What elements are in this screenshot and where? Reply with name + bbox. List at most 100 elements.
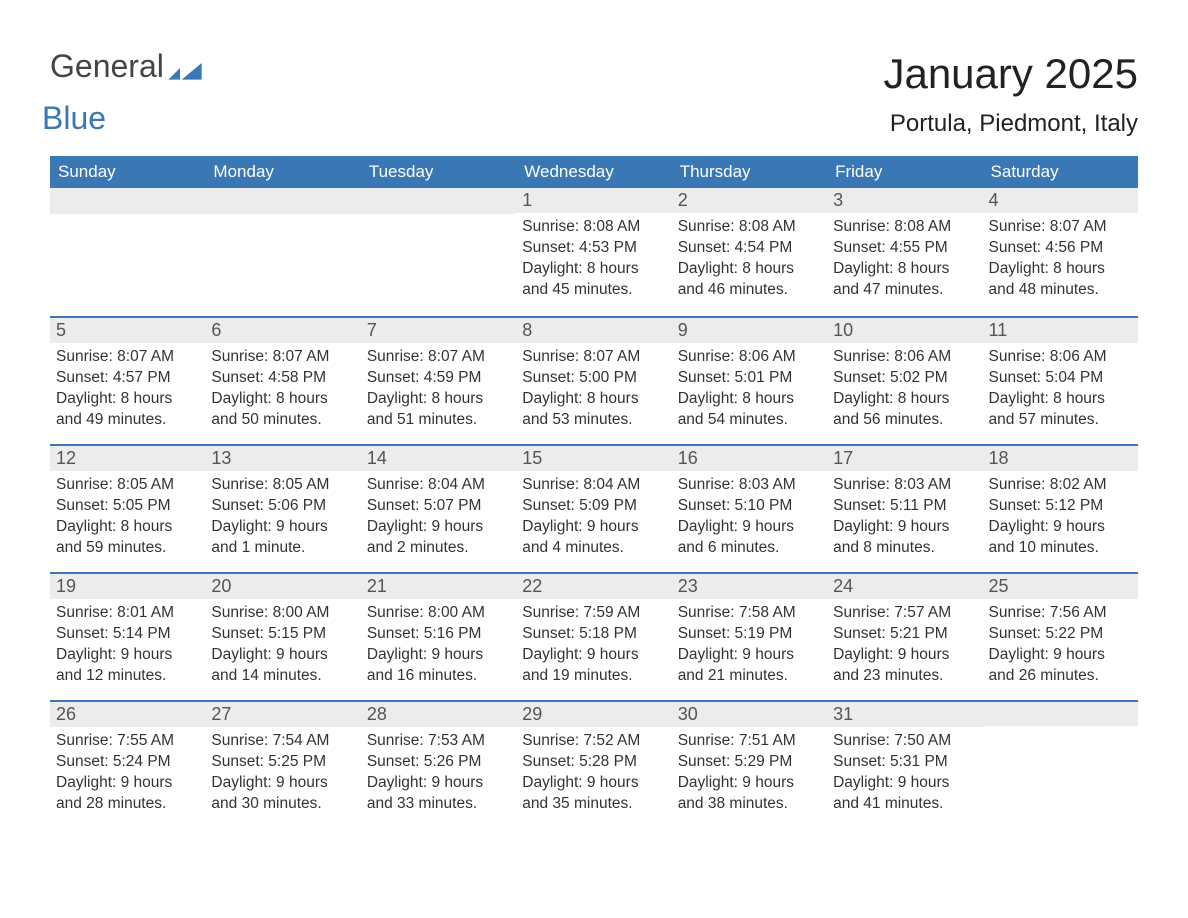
daylight-line2: and 26 minutes.: [989, 666, 1132, 687]
day-number: 1: [516, 188, 671, 213]
month-title: January 2025: [883, 50, 1138, 98]
sunrise-text: Sunrise: 7:52 AM: [522, 731, 665, 752]
sunrise-text: Sunrise: 8:06 AM: [989, 347, 1132, 368]
calendar-empty-cell: [361, 188, 516, 316]
daylight-line2: and 50 minutes.: [211, 410, 354, 431]
sunrise-text: Sunrise: 7:57 AM: [833, 603, 976, 624]
calendar-day-cell: 14Sunrise: 8:04 AMSunset: 5:07 PMDayligh…: [361, 444, 516, 572]
sunset-text: Sunset: 5:29 PM: [678, 752, 821, 773]
sunrise-text: Sunrise: 7:59 AM: [522, 603, 665, 624]
sunrise-text: Sunrise: 8:04 AM: [367, 475, 510, 496]
sunset-text: Sunset: 4:53 PM: [522, 238, 665, 259]
day-number: 27: [205, 700, 360, 727]
sunset-text: Sunset: 5:15 PM: [211, 624, 354, 645]
daylight-line1: Daylight: 9 hours: [522, 517, 665, 538]
day-number: 5: [50, 316, 205, 343]
calendar-empty-cell: [983, 700, 1138, 828]
calendar-day-cell: 31Sunrise: 7:50 AMSunset: 5:31 PMDayligh…: [827, 700, 982, 828]
day-content: Sunrise: 8:04 AMSunset: 5:09 PMDaylight:…: [516, 471, 671, 563]
day-content: Sunrise: 8:07 AMSunset: 4:56 PMDaylight:…: [983, 213, 1138, 305]
daylight-line1: Daylight: 8 hours: [367, 389, 510, 410]
calendar-day-cell: 18Sunrise: 8:02 AMSunset: 5:12 PMDayligh…: [983, 444, 1138, 572]
day-number: 2: [672, 188, 827, 213]
daylight-line2: and 12 minutes.: [56, 666, 199, 687]
sunrise-text: Sunrise: 7:50 AM: [833, 731, 976, 752]
calendar-day-cell: 25Sunrise: 7:56 AMSunset: 5:22 PMDayligh…: [983, 572, 1138, 700]
day-content: Sunrise: 8:07 AMSunset: 4:58 PMDaylight:…: [205, 343, 360, 435]
day-content: Sunrise: 8:06 AMSunset: 5:04 PMDaylight:…: [983, 343, 1138, 435]
sunset-text: Sunset: 5:16 PM: [367, 624, 510, 645]
day-number: 6: [205, 316, 360, 343]
sunrise-text: Sunrise: 8:07 AM: [367, 347, 510, 368]
daylight-line2: and 33 minutes.: [367, 794, 510, 815]
day-number: 26: [50, 700, 205, 727]
day-content: Sunrise: 8:06 AMSunset: 5:02 PMDaylight:…: [827, 343, 982, 435]
calendar-day-cell: 24Sunrise: 7:57 AMSunset: 5:21 PMDayligh…: [827, 572, 982, 700]
calendar-header-row: SundayMondayTuesdayWednesdayThursdayFrid…: [50, 156, 1138, 188]
daylight-line2: and 49 minutes.: [56, 410, 199, 431]
day-content: Sunrise: 7:52 AMSunset: 5:28 PMDaylight:…: [516, 727, 671, 819]
day-number: 22: [516, 572, 671, 599]
daylight-line2: and 23 minutes.: [833, 666, 976, 687]
sunrise-text: Sunrise: 8:00 AM: [211, 603, 354, 624]
calendar-day-cell: 15Sunrise: 8:04 AMSunset: 5:09 PMDayligh…: [516, 444, 671, 572]
calendar-day-cell: 3Sunrise: 8:08 AMSunset: 4:55 PMDaylight…: [827, 188, 982, 316]
day-number: 4: [983, 188, 1138, 213]
day-number: 20: [205, 572, 360, 599]
day-number: 7: [361, 316, 516, 343]
daylight-line1: Daylight: 9 hours: [678, 773, 821, 794]
calendar-day-cell: 21Sunrise: 8:00 AMSunset: 5:16 PMDayligh…: [361, 572, 516, 700]
calendar-empty-cell: [50, 188, 205, 316]
daylight-line1: Daylight: 9 hours: [211, 517, 354, 538]
weekday-header: Wednesday: [516, 156, 671, 188]
sunrise-text: Sunrise: 7:51 AM: [678, 731, 821, 752]
day-content: Sunrise: 8:00 AMSunset: 5:15 PMDaylight:…: [205, 599, 360, 691]
calendar-body: 1 Sunrise: 8:08 AM Sunset: 4:53 PM Daylight…: [50, 188, 1138, 828]
daylight-line2: and 10 minutes.: [989, 538, 1132, 559]
daylight-line2: and 46 minutes.: [678, 280, 821, 301]
sunset-text: Sunset: 5:06 PM: [211, 496, 354, 517]
day-number: 31: [827, 700, 982, 727]
sunrise-text: Sunrise: 8:06 AM: [678, 347, 821, 368]
day-content: Sunrise: 8:07 AMSunset: 4:59 PMDaylight:…: [361, 343, 516, 435]
calendar-week-row: 1Sunrise: 8:08 AMSunset: 4:53 PMDaylight…: [50, 188, 1138, 316]
sunset-text: Sunset: 5:05 PM: [56, 496, 199, 517]
sunrise-text: Sunrise: 8:08 AM: [678, 217, 821, 238]
logo-line2: Blue: [42, 100, 106, 136]
daylight-line1: Daylight: 9 hours: [678, 517, 821, 538]
day-content: Sunrise: 8:08 AMSunset: 4:54 PMDaylight:…: [672, 213, 827, 305]
sunset-text: Sunset: 5:10 PM: [678, 496, 821, 517]
day-number: 13: [205, 444, 360, 471]
daylight-line1: Daylight: 9 hours: [989, 645, 1132, 666]
daylight-line1: Daylight: 8 hours: [989, 389, 1132, 410]
sunset-text: Sunset: 4:58 PM: [211, 368, 354, 389]
weekday-header: Monday: [205, 156, 360, 188]
calendar-day-cell: 11Sunrise: 8:06 AMSunset: 5:04 PMDayligh…: [983, 316, 1138, 444]
daylight-line2: and 4 minutes.: [522, 538, 665, 559]
daylight-line1: Daylight: 9 hours: [522, 773, 665, 794]
daylight-line1: Daylight: 9 hours: [211, 645, 354, 666]
sunset-text: Sunset: 4:57 PM: [56, 368, 199, 389]
sunset-text: Sunset: 4:56 PM: [989, 238, 1132, 259]
sunset-text: Sunset: 5:28 PM: [522, 752, 665, 773]
sunrise-text: Sunrise: 8:03 AM: [678, 475, 821, 496]
sunset-text: Sunset: 5:14 PM: [56, 624, 199, 645]
sunrise-text: Sunrise: 8:07 AM: [56, 347, 199, 368]
calendar-day-cell: 9Sunrise: 8:06 AMSunset: 5:01 PMDaylight…: [672, 316, 827, 444]
day-content: Sunrise: 7:54 AMSunset: 5:25 PMDaylight:…: [205, 727, 360, 819]
daylight-line2: and 41 minutes.: [833, 794, 976, 815]
daylight-line1: Daylight: 9 hours: [56, 645, 199, 666]
day-content: Sunrise: 8:00 AMSunset: 5:16 PMDaylight:…: [361, 599, 516, 691]
calendar-day-cell: 27Sunrise: 7:54 AMSunset: 5:25 PMDayligh…: [205, 700, 360, 828]
daylight-line1: Daylight: 8 hours: [678, 389, 821, 410]
day-content: Sunrise: 8:07 AMSunset: 4:57 PMDaylight:…: [50, 343, 205, 435]
calendar-day-cell: 26Sunrise: 7:55 AMSunset: 5:24 PMDayligh…: [50, 700, 205, 828]
day-number: 8: [516, 316, 671, 343]
weekday-header: Tuesday: [361, 156, 516, 188]
title-block: January 2025 Portula, Piedmont, Italy: [883, 50, 1138, 138]
day-number: 14: [361, 444, 516, 471]
day-number: 24: [827, 572, 982, 599]
daylight-line1: Daylight: 8 hours: [833, 389, 976, 410]
sunrise-text: Sunrise: 7:53 AM: [367, 731, 510, 752]
sunrise-text: Sunrise: 8:01 AM: [56, 603, 199, 624]
